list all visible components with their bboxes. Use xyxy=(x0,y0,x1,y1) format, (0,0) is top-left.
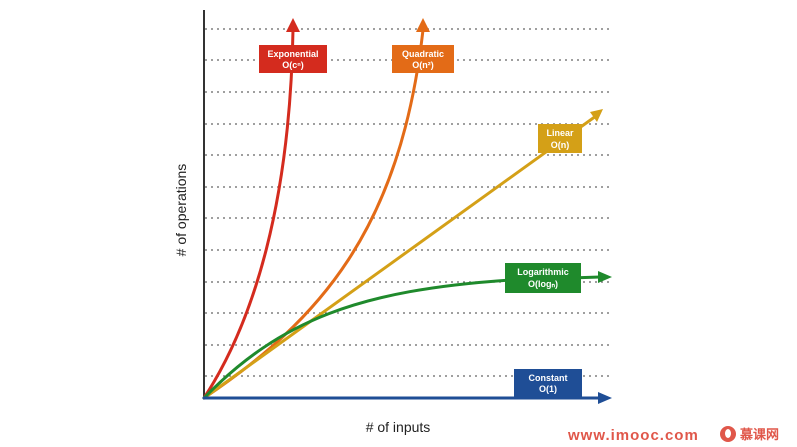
label-linear: Linear O(n) xyxy=(538,124,582,153)
label-exponential-notation: O(cⁿ) xyxy=(282,60,304,70)
watermark-brand: 慕课网 xyxy=(720,424,779,443)
arrow-constant-icon xyxy=(598,392,612,404)
arrow-quadratic-icon xyxy=(416,18,430,32)
label-quadratic-notation: O(n²) xyxy=(412,60,434,70)
watermark-site: www.imooc.com xyxy=(568,427,699,444)
label-linear-notation: O(n) xyxy=(551,140,570,150)
label-logarithmic-notation: O(logₙ) xyxy=(528,279,558,289)
label-constant-title: Constant xyxy=(529,373,568,383)
watermark-brand-text: 慕课网 xyxy=(740,428,780,443)
label-exponential-title: Exponential xyxy=(267,49,318,59)
label-logarithmic: Logarithmic O(logₙ) xyxy=(505,263,581,293)
y-axis-label: # of operations xyxy=(173,164,189,257)
label-quadratic-title: Quadratic xyxy=(402,49,444,59)
curve-linear xyxy=(202,114,598,400)
curve-exponential xyxy=(202,28,295,400)
arrow-logarithmic-icon xyxy=(598,271,612,283)
label-constant: Constant O(1) xyxy=(514,369,582,397)
x-axis-label: # of inputs xyxy=(366,419,431,435)
label-linear-title: Linear xyxy=(546,128,574,138)
label-quadratic: Quadratic O(n²) xyxy=(392,45,454,73)
curve-logarithmic xyxy=(202,275,602,400)
gridlines xyxy=(205,28,612,377)
label-constant-notation: O(1) xyxy=(539,384,557,394)
imooc-logo-icon xyxy=(720,425,736,442)
label-logarithmic-title: Logarithmic xyxy=(517,267,569,277)
label-exponential: Exponential O(cⁿ) xyxy=(259,45,327,73)
arrow-exponential-icon xyxy=(286,18,300,32)
curve-quadratic xyxy=(202,28,425,400)
arrow-linear-icon xyxy=(590,109,603,122)
